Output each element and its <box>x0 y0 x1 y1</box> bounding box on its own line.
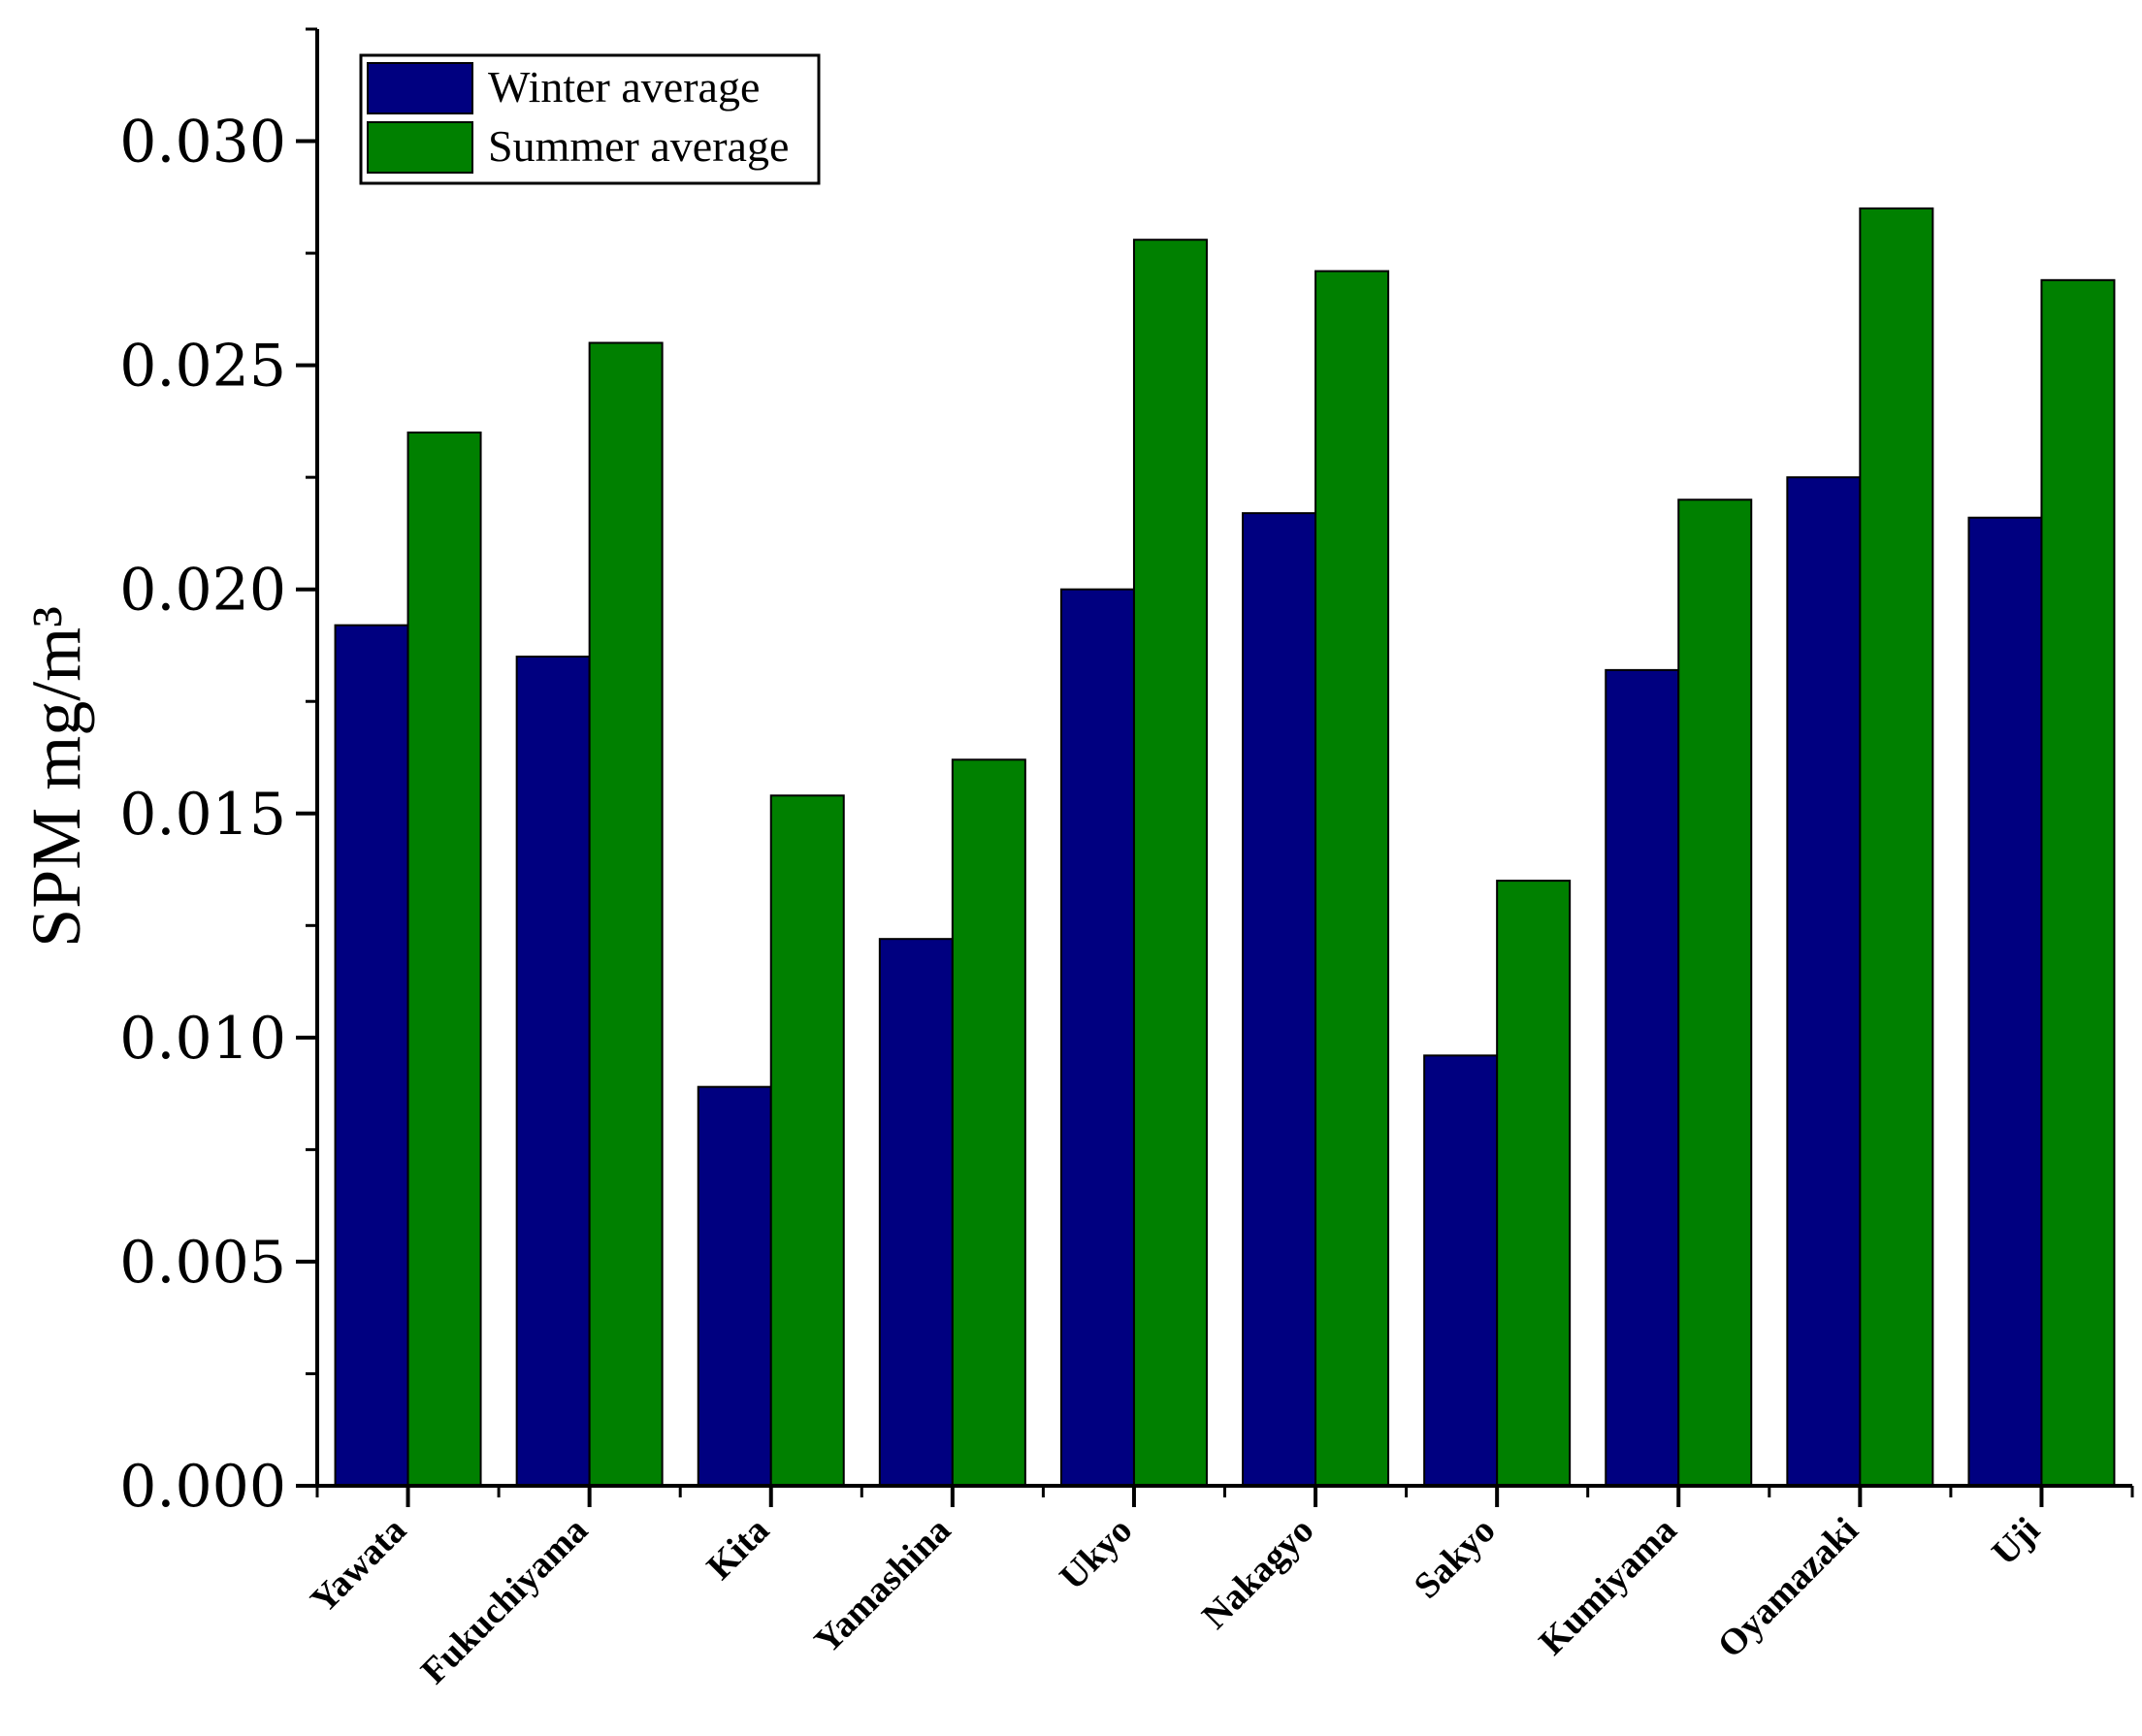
y-tick-label: 0.000 <box>119 1453 286 1521</box>
x-tick-label-yawata: Yawata <box>303 1510 414 1622</box>
bar-summer-average-uji <box>2040 278 2116 1487</box>
y-tick-label: 0.030 <box>119 109 286 177</box>
x-tick-label-kita: Kita <box>699 1510 777 1588</box>
bar-winter-average-oyamazaki <box>1786 476 1862 1488</box>
x-tick-label-sakyo: Sakyo <box>1407 1510 1504 1607</box>
x-tick-label-kumiyama: Kumiyama <box>1532 1510 1685 1663</box>
legend-swatch-summer-average <box>367 121 473 174</box>
bar-winter-average-yamashina <box>878 938 954 1487</box>
bar-summer-average-kita <box>769 794 845 1487</box>
x-tick-label-nakagyo: Nakagyo <box>1194 1510 1321 1637</box>
bar-winter-average-ukyo <box>1059 588 1135 1487</box>
x-tick-label-oyamazaki: Oyamazaki <box>1710 1510 1866 1666</box>
bar-summer-average-nakagyo <box>1314 270 1390 1487</box>
legend: Winter average Summer average <box>359 53 821 185</box>
bar-winter-average-yawata <box>334 624 409 1487</box>
x-tick-label-uji: Uji <box>1984 1510 2048 1574</box>
y-tick-label: 0.025 <box>119 333 286 401</box>
y-axis-title: SPM mg/m³ <box>17 606 95 948</box>
bar-winter-average-kita <box>697 1085 772 1488</box>
bar-winter-average-uji <box>1967 516 2043 1487</box>
y-tick-label: 0.015 <box>119 781 286 849</box>
bars-group <box>334 207 2116 1488</box>
y-tick-label: 0.020 <box>119 557 286 625</box>
bar-summer-average-fukuchiyama <box>588 341 664 1487</box>
y-tick-label: 0.005 <box>119 1229 286 1297</box>
legend-swatch-winter-average <box>367 62 473 114</box>
bar-winter-average-nakagyo <box>1242 512 1317 1487</box>
legend-label-summer-average: Summer average <box>488 121 789 171</box>
bar-winter-average-fukuchiyama <box>515 656 591 1487</box>
bar-summer-average-yamashina <box>951 758 1026 1487</box>
x-tick-label-fukuchiyama: Fukuchiyama <box>413 1510 596 1692</box>
bar-summer-average-yawata <box>406 431 482 1487</box>
x-tick-label-yamashina: Yamashina <box>807 1510 959 1662</box>
legend-label-winter-average: Winter average <box>488 62 760 112</box>
bar-winter-average-kumiyama <box>1605 668 1680 1487</box>
bar-winter-average-sakyo <box>1423 1054 1499 1487</box>
y-tick-label: 0.010 <box>119 1005 286 1073</box>
bar-summer-average-sakyo <box>1496 880 1572 1487</box>
bar-summer-average-oyamazaki <box>1859 207 1934 1487</box>
x-tick-label-ukyo: Ukyo <box>1052 1510 1140 1598</box>
bar-summer-average-ukyo <box>1132 239 1208 1488</box>
bar-summer-average-kumiyama <box>1677 498 1753 1487</box>
